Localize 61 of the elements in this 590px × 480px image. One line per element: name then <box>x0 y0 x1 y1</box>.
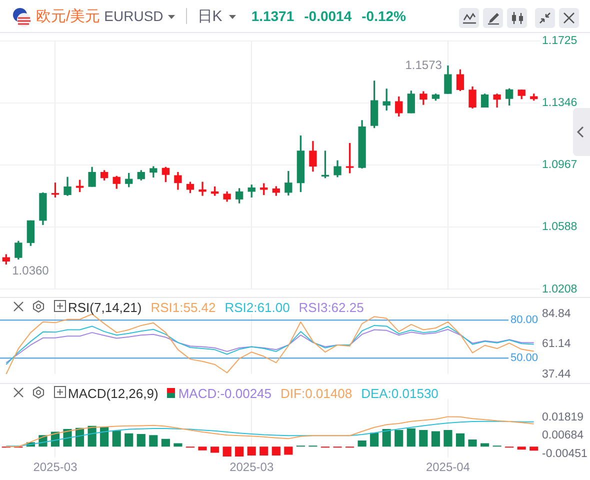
series-label: RSI2:61.00 <box>224 300 290 314</box>
bar <box>260 446 268 456</box>
bar <box>468 439 477 447</box>
text: -0.12% <box>362 8 406 24</box>
y-tick-label: 0.01819 <box>542 411 584 424</box>
bar <box>419 430 428 447</box>
ref-line-label: 80.00 <box>510 314 538 326</box>
y-tick-label: 61.14 <box>542 338 572 350</box>
text: -0.0014 <box>304 8 352 24</box>
y-tick-label: 0.00684 <box>542 430 584 442</box>
text: 1.1371 <box>251 8 294 24</box>
y-tick-label: 1.0967 <box>542 159 578 172</box>
bar <box>382 428 391 447</box>
bar <box>174 443 182 447</box>
annotation: 1.0360 <box>12 264 50 278</box>
text: 日K <box>197 6 222 26</box>
series-label: RSI1:55.42 <box>150 300 216 314</box>
bar <box>222 446 232 456</box>
bar <box>284 446 293 455</box>
chart-subtitle: EURUSD <box>104 8 164 24</box>
annotation: 1.1573 <box>405 58 442 72</box>
bar <box>272 446 280 456</box>
x-tick-label: 2025-03 <box>230 460 274 474</box>
chart-title: RSI(7,14,21) <box>68 300 142 314</box>
bar <box>136 434 146 447</box>
x-tick-label: 2025-03 <box>33 460 78 474</box>
bar <box>444 430 452 447</box>
y-tick-label: -0.00451 <box>542 448 588 460</box>
bar <box>431 431 440 447</box>
y-tick-label: 37.44 <box>542 368 572 380</box>
bar <box>530 446 538 451</box>
y-tick-label: 1.0208 <box>542 283 578 296</box>
bar <box>198 446 207 450</box>
bar <box>235 446 244 456</box>
bar <box>406 428 416 447</box>
bar <box>210 446 220 453</box>
bar <box>394 430 404 447</box>
bar <box>370 432 379 447</box>
ref-line-label: 50.00 <box>510 352 538 364</box>
bar <box>100 426 109 447</box>
text: DIF:0.01408 <box>280 386 352 400</box>
y-tick-label: 84.84 <box>542 308 572 320</box>
bar <box>161 438 170 447</box>
series-label: RSI3:62.25 <box>298 300 364 314</box>
bar <box>517 446 526 450</box>
candlestick <box>198 182 206 196</box>
legend-label: MACD:-0.00245 <box>178 386 272 400</box>
bar <box>149 435 158 447</box>
y-tick-label: 1.1346 <box>542 97 578 110</box>
chart-title: MACD(12,26,9) <box>68 386 158 400</box>
x-tick-label: 2025-04 <box>426 460 470 474</box>
bar <box>480 443 490 447</box>
chart-title: 欧元/美元 <box>36 6 100 26</box>
bar <box>247 446 256 456</box>
bar <box>112 430 121 447</box>
bar <box>358 440 366 447</box>
series-label: DEA:0.01530 <box>361 386 438 400</box>
bar <box>456 433 465 447</box>
bar <box>124 433 134 447</box>
y-tick-label: 1.1725 <box>542 35 578 48</box>
y-tick-label: 1.0588 <box>542 221 578 234</box>
